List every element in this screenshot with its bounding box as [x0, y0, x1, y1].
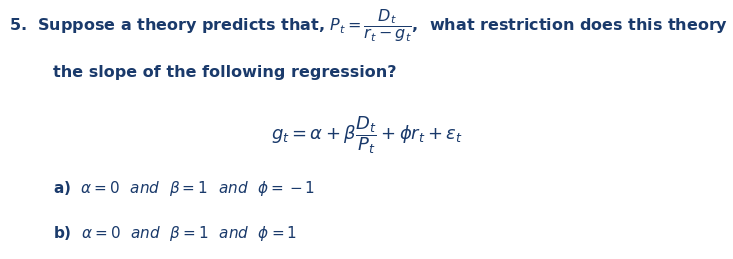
- Text: a)  $\alpha = 0$  $\mathit{and}$  $\beta = 1$  $\mathit{and}$  $\phi = -1$: a) $\alpha = 0$ $\mathit{and}$ $\beta = …: [53, 179, 315, 198]
- Text: the slope of the following regression?: the slope of the following regression?: [53, 65, 397, 80]
- Text: b)  $\alpha = 0$  $\mathit{and}$  $\beta = 1$  $\mathit{and}$  $\phi = 1$: b) $\alpha = 0$ $\mathit{and}$ $\beta = …: [53, 224, 297, 243]
- Text: 5.  Suppose a theory predicts that, $P_t = \dfrac{D_t}{r_t-g_t}$,  what restrict: 5. Suppose a theory predicts that, $P_t …: [9, 8, 733, 45]
- Text: $g_t = \alpha + \beta \dfrac{D_t}{P_t} + \phi r_t + \epsilon_t$: $g_t = \alpha + \beta \dfrac{D_t}{P_t} +…: [270, 114, 463, 156]
